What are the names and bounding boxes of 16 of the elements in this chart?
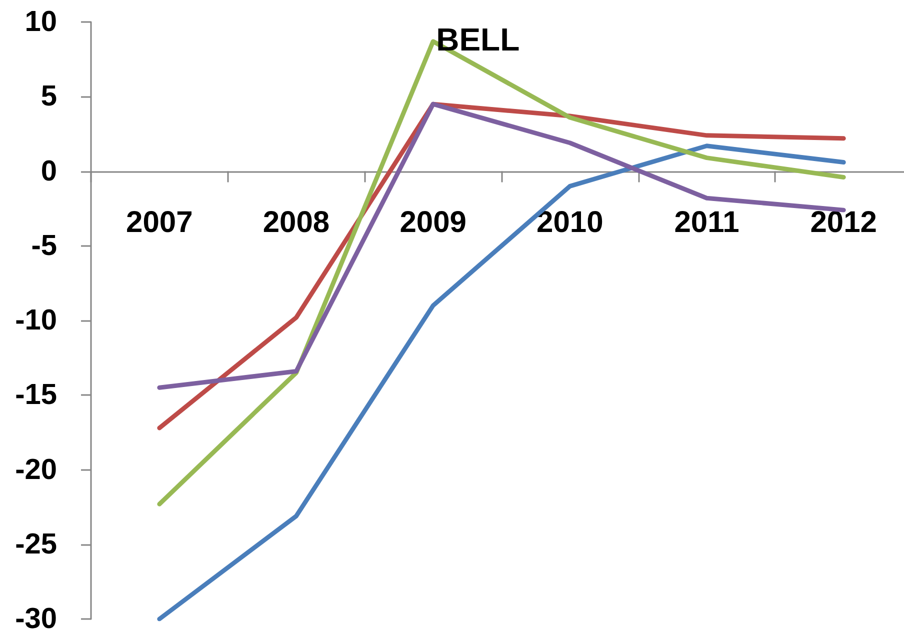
annotation: BELL (436, 21, 520, 58)
x-tick-label: 2008 (262, 206, 330, 239)
y-tick-label: -20 (15, 454, 57, 486)
x-tick-label: 2007 (126, 206, 193, 239)
y-tick-label: 0 (40, 155, 57, 188)
y-tick-label: -10 (15, 304, 57, 336)
y-tick-label: 10 (24, 6, 57, 38)
x-tick-label: 2009 (400, 206, 466, 239)
y-tick-label: -15 (15, 379, 57, 412)
y-tick-label: -25 (15, 528, 57, 560)
x-tick-label: 2011 (674, 206, 740, 239)
x-tick-label: 2012 (810, 206, 877, 239)
y-tick-label: -30 (15, 603, 57, 630)
y-tick-label: 5 (40, 80, 57, 113)
x-tick-label: 2010 (536, 206, 604, 239)
y-tick-label: -5 (31, 230, 57, 262)
